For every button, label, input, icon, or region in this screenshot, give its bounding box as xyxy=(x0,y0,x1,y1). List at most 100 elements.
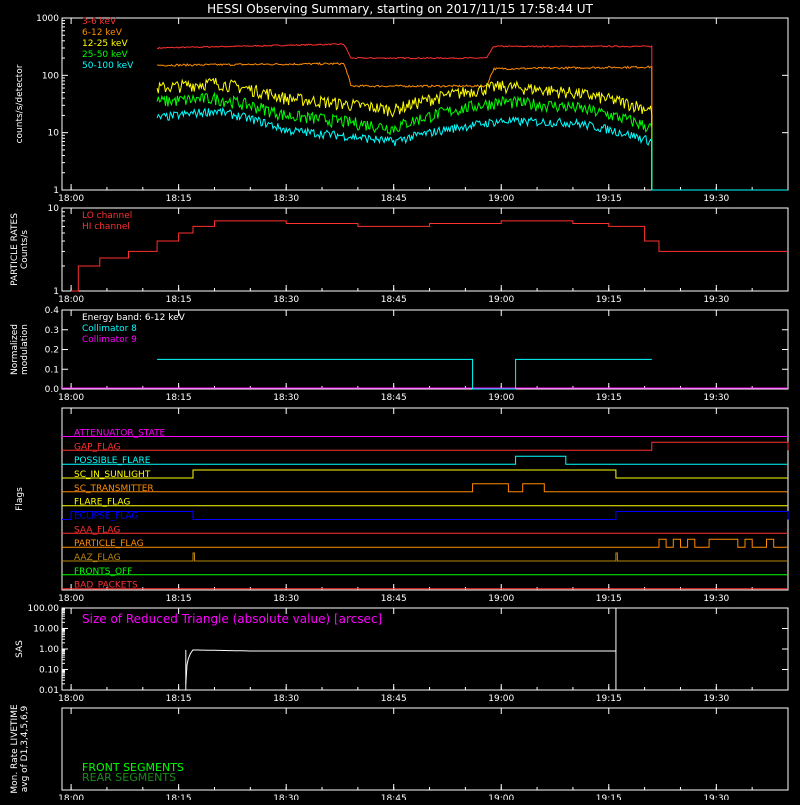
time-tick-label: 18:00 xyxy=(58,393,84,403)
y-tick-label: 0.0 xyxy=(45,385,60,395)
panel-count-rates: 18:00 18:15 18:30 18:45 19:00 19:15 19:30 1 10 10… xyxy=(15,14,789,204)
flag-label: ATTENUATOR_STATE xyxy=(74,429,166,439)
y-axis-label: Flags xyxy=(15,487,25,511)
time-tick-label: 19:30 xyxy=(703,594,729,604)
time-tick-label: 19:15 xyxy=(596,295,622,305)
flag-label: PARTICLE_FLAG xyxy=(74,539,144,549)
flag-label: BAD_PACKETS xyxy=(74,581,138,591)
time-tick-label: 18:00 xyxy=(58,594,84,604)
time-tick-label: 19:15 xyxy=(596,794,622,800)
y-tick-label: 100 xyxy=(42,71,59,81)
y-axis-label: modulation xyxy=(20,324,30,375)
panel-frame xyxy=(61,407,789,591)
panel-frame xyxy=(61,207,789,292)
time-tick-label: 19:15 xyxy=(596,393,622,403)
flag-label: GAP_FLAG xyxy=(74,442,120,452)
time-tick-label: 18:45 xyxy=(381,594,407,604)
time-tick-label: 19:30 xyxy=(703,694,729,704)
legend-entry: Collimator 8 xyxy=(82,324,137,334)
series-6-12-kev xyxy=(156,62,788,191)
time-tick-label: 18:15 xyxy=(166,295,192,305)
flag-label: SC_TRANSMITTER xyxy=(74,484,154,494)
time-tick-label: 18:30 xyxy=(273,594,299,604)
flag-label: POSSIBLE_FLARE xyxy=(74,456,151,466)
time-tick-label: 18:45 xyxy=(381,393,407,403)
flag-label: ECLIPSE_FLAG xyxy=(74,512,138,522)
time-tick-label: 18:15 xyxy=(166,794,192,800)
time-tick-label: 18:30 xyxy=(273,794,299,800)
time-tick-label: 18:30 xyxy=(273,194,299,204)
y-tick-label: 0.01 xyxy=(39,686,59,696)
y-axis-label: avg of D1,3,4,5,6,9 xyxy=(20,705,30,792)
flag-line xyxy=(62,469,788,479)
y-tick-label: 0.3 xyxy=(45,326,59,336)
y-tick-label: 0.10 xyxy=(39,666,59,676)
series-line xyxy=(185,649,616,684)
energy-band-label: Energy band: 6-12 keV xyxy=(82,313,186,323)
flag-line xyxy=(62,455,788,465)
flag-line xyxy=(62,538,788,548)
y-axis-label: counts/s/detector xyxy=(15,64,25,143)
time-tick-label: 19:30 xyxy=(703,194,729,204)
time-tick-label: 19:15 xyxy=(596,694,622,704)
time-tick-label: 19:30 xyxy=(703,295,729,305)
flag-label: AAZ_FLAG xyxy=(74,553,121,563)
panel-frame xyxy=(61,17,789,191)
y-tick-label: 0.4 xyxy=(45,306,60,316)
flag-label: FRONTS_OFF xyxy=(74,567,132,577)
panel-livetime: 18:00 18:15 18:30 18:45 19:00 19:15 19:30 Mon. … xyxy=(10,704,789,804)
panel-sas: 18:00 18:15 18:30 18:45 19:00 19:15 19:30 0.01 0… xyxy=(15,604,789,704)
flag-label: FLARE_FLAG xyxy=(74,498,130,508)
y-tick-label: 100.00 xyxy=(28,604,60,614)
time-tick-label: 18:30 xyxy=(273,393,299,403)
y-axis-label: SAS xyxy=(15,640,25,658)
time-tick-label: 18:00 xyxy=(58,194,84,204)
panel-modulation: 18:00 18:15 18:30 18:45 19:00 19:15 19:30 0.0 0.… xyxy=(10,306,789,403)
time-tick-label: 18:00 xyxy=(58,694,84,704)
time-tick-label: 18:15 xyxy=(166,194,192,204)
panel-frame xyxy=(61,707,789,791)
time-tick-label: 19:00 xyxy=(488,393,514,403)
legend-entry: 12-25 keV xyxy=(82,39,128,49)
time-tick-label: 19:30 xyxy=(703,794,729,800)
time-tick-label: 19:00 xyxy=(488,295,514,305)
time-tick-label: 18:45 xyxy=(381,694,407,704)
legend-entry: Collimator 9 xyxy=(82,335,137,345)
time-tick-label: 19:00 xyxy=(488,194,514,204)
y-tick-label: 10.00 xyxy=(33,625,59,635)
time-tick-label: 19:30 xyxy=(703,393,729,403)
y-axis-label: Mon. Rate LIVETIME xyxy=(10,704,20,794)
legend-entry: REAR SEGMENTS xyxy=(82,771,176,784)
time-tick-label: 18:30 xyxy=(273,694,299,704)
legend-entry: 3-6 keV xyxy=(82,17,117,27)
time-tick-label: 19:00 xyxy=(488,794,514,800)
time-tick-label: 18:30 xyxy=(273,295,299,305)
y-tick-label: 1000 xyxy=(36,14,59,24)
y-tick-label: 0.2 xyxy=(45,346,59,356)
panel-particle-rates: 18:00 18:15 18:30 18:45 19:00 19:15 19:30 1 10 PA… xyxy=(10,204,789,305)
time-tick-label: 18:45 xyxy=(381,194,407,204)
y-axis-label: PARTICLE RATES xyxy=(10,213,20,286)
time-tick-label: 18:15 xyxy=(166,594,192,604)
time-tick-label: 18:45 xyxy=(381,794,407,800)
series-12-25-kev xyxy=(156,77,788,191)
legend-entry: 50-100 keV xyxy=(82,61,134,71)
series-50-100-kev xyxy=(156,106,788,191)
y-tick-label: 0.1 xyxy=(45,365,59,375)
series-collimator-8 xyxy=(157,358,652,390)
y-axis-label: Normalized xyxy=(10,324,20,375)
legend-entry: 6-12 keV xyxy=(82,28,123,38)
y-tick-label: 1 xyxy=(53,287,59,297)
series-25-50-kev xyxy=(156,91,788,191)
time-tick-label: 19:00 xyxy=(488,694,514,704)
time-tick-label: 19:15 xyxy=(596,594,622,604)
y-tick-label: 10 xyxy=(48,204,60,214)
page-title: HESSI Observing Summary, starting on 201… xyxy=(207,2,593,16)
flag-line xyxy=(62,552,788,562)
time-tick-label: 19:00 xyxy=(488,594,514,604)
time-tick-label: 18:00 xyxy=(58,794,84,800)
flag-line xyxy=(62,483,788,493)
time-tick-label: 18:15 xyxy=(166,393,192,403)
